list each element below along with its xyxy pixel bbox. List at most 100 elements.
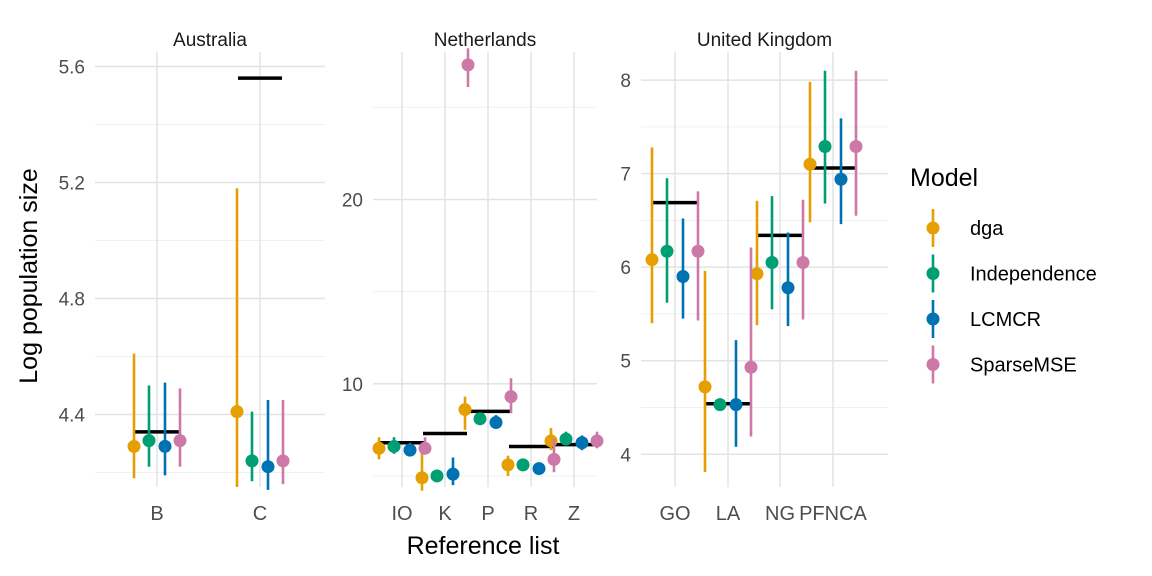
legend-swatch-point: [926, 358, 940, 371]
data-point: [173, 434, 187, 448]
legend-swatch-point: [926, 267, 940, 280]
y-tick-label: 10: [342, 375, 363, 396]
x-tick-label: B: [150, 503, 163, 525]
y-tick-label: 4.8: [59, 290, 85, 311]
y-tick-label: 4.4: [59, 406, 86, 427]
data-point: [461, 58, 475, 72]
legend-label: dga: [970, 218, 1004, 240]
x-tick-label: R: [524, 503, 538, 525]
data-point: [261, 460, 275, 474]
data-point: [473, 412, 487, 426]
data-point: [403, 443, 417, 457]
data-point: [489, 415, 503, 429]
legend-swatch-point: [926, 221, 940, 235]
legend-label: SparseMSE: [970, 355, 1077, 377]
facet-title: Australia: [173, 30, 247, 51]
data-point: [458, 403, 472, 417]
facet-australia: 4.4 4.8 5.2 5.6 Australia B C: [59, 30, 325, 525]
data-point: [676, 270, 690, 284]
data-point: [781, 281, 795, 295]
x-axis-label: Reference list: [407, 532, 560, 560]
data-point: [127, 439, 141, 453]
legend-items: dga Independence LCMCR SparseMSE: [926, 209, 1097, 384]
y-tick-label: 4: [620, 445, 631, 466]
series-lcmcr: [403, 415, 589, 486]
series-sparsemse: [418, 48, 604, 473]
data-point: [532, 462, 546, 476]
data-point: [575, 436, 589, 450]
data-point: [230, 405, 244, 419]
legend-title: Model: [910, 164, 978, 192]
series-independence: [660, 70, 832, 412]
data-point: [544, 434, 558, 448]
data-point: [750, 267, 764, 281]
data-point: [645, 253, 659, 267]
data-point: [803, 157, 817, 171]
y-tick-label: 5.2: [59, 174, 85, 195]
data-point: [691, 244, 705, 258]
data-point: [501, 458, 515, 472]
data-point: [245, 454, 259, 468]
data-point: [834, 172, 848, 186]
data-point: [590, 434, 604, 448]
x-tick-label: LA: [716, 503, 741, 525]
data-point: [713, 398, 727, 412]
series-dga: [127, 188, 244, 487]
data-point: [547, 452, 561, 466]
data-point: [276, 454, 290, 468]
data-point: [516, 458, 530, 472]
y-tick-label: 8: [620, 71, 631, 92]
y-tick-label: 5.6: [59, 58, 85, 79]
data-point: [698, 380, 712, 394]
x-tick-label: IO: [391, 503, 412, 525]
y-tick-label: 7: [620, 165, 631, 186]
x-tick-label: GO: [659, 503, 690, 525]
series-sparsemse: [691, 70, 863, 437]
data-point: [849, 139, 863, 153]
facet-netherlands: 10 20 Netherlands IO K P R Z: [342, 30, 604, 525]
x-tick-label: C: [253, 503, 267, 525]
data-point: [158, 439, 172, 453]
x-tick-label: K: [438, 503, 452, 525]
data-point: [387, 439, 401, 453]
x-tick-label: NG: [765, 503, 795, 525]
facet-title: United Kingdom: [697, 30, 832, 51]
legend: Model dga Independence LCMCR SparseMSE: [910, 164, 1097, 384]
series-independence: [387, 412, 573, 483]
data-point: [796, 255, 810, 269]
data-point: [504, 390, 518, 404]
y-tick-label: 20: [342, 190, 363, 211]
facet-title: Netherlands: [434, 30, 536, 51]
x-tick-label: PFNCA: [799, 503, 867, 525]
data-point: [418, 441, 432, 455]
data-point: [744, 360, 758, 374]
data-point: [818, 139, 832, 153]
data-point: [660, 244, 674, 258]
legend-label: Independence: [970, 264, 1097, 286]
legend-label: LCMCR: [970, 309, 1041, 331]
data-point: [415, 471, 429, 485]
legend-item-independence: Independence: [926, 254, 1097, 293]
series-dga: [372, 396, 558, 491]
data-point: [142, 434, 156, 448]
series-dga: [645, 81, 817, 473]
legend-item-sparsemse: SparseMSE: [926, 345, 1077, 384]
facet-united-kingdom: 4 5 6 7 8 United Kingdom GO LA NG PFNCA: [620, 30, 888, 525]
data-point: [729, 398, 743, 412]
series-sparsemse: [173, 388, 290, 485]
x-tick-label: P: [481, 503, 494, 525]
legend-item-dga: dga: [926, 209, 1004, 247]
series-lcmcr: [676, 118, 848, 447]
y-axis-label: Log population size: [15, 168, 43, 383]
data-point: [446, 467, 460, 481]
y-tick-label: 5: [620, 352, 631, 373]
y-tick-label: 6: [620, 258, 631, 279]
data-point: [430, 469, 444, 483]
legend-swatch-point: [926, 312, 940, 326]
series-lcmcr: [158, 382, 275, 490]
data-point: [765, 255, 779, 269]
x-tick-label: Z: [568, 503, 580, 525]
data-point: [372, 441, 386, 455]
legend-item-lcmcr: LCMCR: [926, 300, 1041, 338]
